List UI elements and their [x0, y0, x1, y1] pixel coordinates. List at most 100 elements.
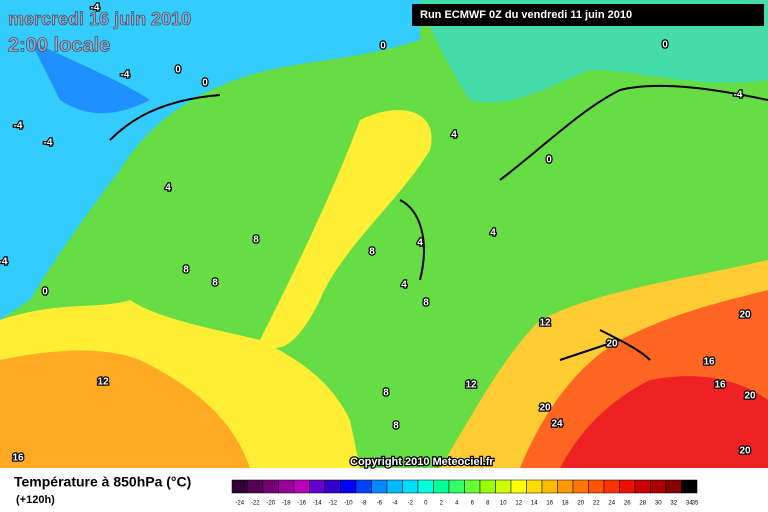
- contour-label: 12: [97, 377, 109, 388]
- scale-label: -6: [377, 501, 383, 507]
- contour-label: 20: [739, 446, 751, 457]
- scale-swatch: [495, 479, 512, 494]
- scale-label: -10: [344, 501, 353, 507]
- scale-swatch: [619, 479, 636, 494]
- scale-swatch: [293, 479, 310, 494]
- scale-label: 26: [624, 501, 631, 507]
- scale-swatch: [231, 479, 248, 494]
- scale-swatch: [572, 479, 589, 494]
- scale-swatch: [665, 479, 682, 494]
- scale-label: -14: [313, 501, 322, 507]
- scale-label: 22: [593, 501, 600, 507]
- scale-swatch: [309, 479, 326, 494]
- scale-swatch: [417, 479, 434, 494]
- scale-label: -20: [266, 501, 275, 507]
- scale-swatch: [386, 479, 403, 494]
- contour-label: 4: [490, 228, 496, 239]
- contour-label: 16: [12, 453, 24, 464]
- contour-label: 0: [546, 155, 552, 166]
- scale-label: -16: [297, 501, 306, 507]
- scale-swatch: [510, 479, 527, 494]
- scale-label: 28: [639, 501, 646, 507]
- contour-label: 8: [212, 278, 218, 289]
- scale-label: 35: [692, 501, 699, 507]
- scale-swatch: [541, 479, 558, 494]
- scale-swatch: [247, 479, 264, 494]
- contour-label: 8: [393, 421, 399, 432]
- contour-label: -4: [121, 70, 130, 81]
- hot-area: [0, 350, 250, 468]
- scale-swatch: [634, 479, 651, 494]
- contour-label: 8: [369, 247, 375, 258]
- scale-label: -2: [408, 501, 414, 507]
- scale-swatch: [402, 479, 419, 494]
- contour-label: -4: [0, 257, 8, 268]
- contour-label: 8: [183, 265, 189, 276]
- scale-swatch: [278, 479, 295, 494]
- contour-label: 4: [451, 130, 457, 141]
- scale-label: 10: [500, 501, 507, 507]
- legend-lead: (+120h): [16, 494, 55, 506]
- warm-band: [260, 110, 432, 348]
- scale-swatch: [557, 479, 574, 494]
- contour-label: 16: [703, 357, 715, 368]
- contour-label: 20: [744, 391, 756, 402]
- scale-swatch: [650, 479, 667, 494]
- colder-area: [30, 40, 150, 114]
- scale-swatch: [448, 479, 465, 494]
- scale-label: -8: [361, 501, 367, 507]
- scale-swatch: [355, 479, 372, 494]
- scale-label: 30: [655, 501, 662, 507]
- copyright: Copyright 2010 Meteociel.fr: [350, 456, 494, 468]
- contour-label: 8: [423, 298, 429, 309]
- contour-label: -4: [44, 138, 53, 149]
- coastline: [109, 84, 768, 361]
- contour-label: 8: [253, 235, 259, 246]
- run-banner: [412, 4, 764, 26]
- contour-label: 12: [465, 380, 477, 391]
- scale-label: -12: [328, 501, 337, 507]
- scale-swatch: [433, 479, 450, 494]
- hottest-area: [560, 376, 768, 468]
- scale-swatch: [324, 479, 341, 494]
- contour-label: 0: [662, 40, 668, 51]
- legend-title: Température à 850hPa (°C): [14, 474, 191, 490]
- run-label: Run ECMWF 0Z du vendredi 11 juin 2010: [420, 9, 632, 21]
- contour-label: 0: [42, 287, 48, 298]
- legend: Température à 850hPa (°C) (+120h) -24 -2 2…: [14, 474, 699, 507]
- scale-swatch: [479, 479, 496, 494]
- contour-label: 20: [606, 339, 618, 350]
- contour-label: 12: [539, 318, 551, 329]
- contour-label: 20: [539, 403, 551, 414]
- scale-label: 4: [455, 501, 459, 507]
- contour-label: 20: [739, 310, 751, 321]
- scale-swatch: [262, 479, 279, 494]
- contour-label: 0: [175, 65, 181, 76]
- contour-label: -4: [734, 90, 743, 101]
- scale-label: 12: [515, 501, 522, 507]
- scale-swatch: [588, 479, 605, 494]
- contour-label: -4: [14, 121, 23, 132]
- scale-swatch: [526, 479, 543, 494]
- contour-label: 24: [551, 419, 563, 430]
- scale-label: 8: [486, 501, 490, 507]
- scale-label: 34: [686, 501, 693, 507]
- scale-label: 18: [562, 501, 569, 507]
- scale-swatch: [464, 479, 481, 494]
- scale-swatch: [603, 479, 620, 494]
- scale-label: 32: [670, 501, 677, 507]
- scale-label: 16: [546, 501, 553, 507]
- scale-label: 14: [531, 501, 538, 507]
- scale-label: 0: [424, 501, 428, 507]
- contour-label: 4: [165, 183, 171, 194]
- scale-label: -24: [235, 501, 244, 507]
- scale-label: 20: [577, 501, 584, 507]
- scale-label: 6: [471, 501, 475, 507]
- contour-labels: -4 0 -4 0 0 -4 -4 0 -4 0 4 4 8 8 8 8 4 4 4 8 12 20 20 16 16 20 12 1…: [0, 1, 757, 465]
- scale-label: -4: [392, 501, 398, 507]
- contour-label: 4: [401, 280, 407, 291]
- contour-label: 16: [714, 380, 726, 391]
- scale-label: 24: [608, 501, 615, 507]
- map: Run ECMWF 0Z du vendredi 11 juin 2010 me…: [0, 0, 768, 469]
